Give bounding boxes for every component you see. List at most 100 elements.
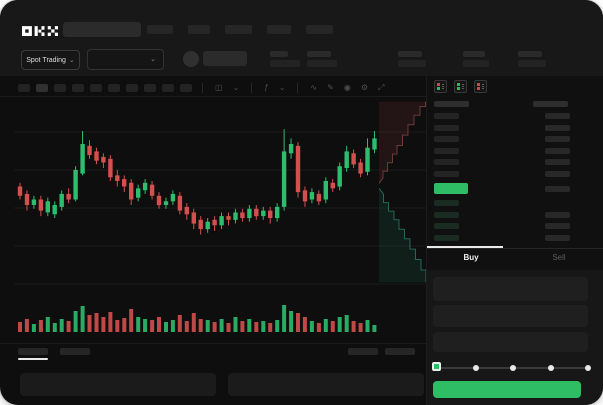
nav-item-2[interactable] [188, 25, 210, 34]
tab-sell[interactable]: Sell [552, 253, 566, 262]
ticker-stat-value [398, 60, 426, 67]
ticker-stat-3 [398, 51, 426, 67]
ask-row-price[interactable] [434, 159, 459, 165]
nav-item-4[interactable] [267, 25, 291, 34]
timeframe-button-9[interactable] [162, 84, 174, 92]
ask-row-price[interactable] [434, 136, 459, 142]
order-panel: Buy Sell [427, 76, 603, 405]
chevron-down-icon: ⌄ [150, 56, 156, 63]
timeframe-button-7[interactable] [126, 84, 138, 92]
fullscreen-icon[interactable]: ⤢ [377, 83, 385, 92]
orderbook-icon-lines [462, 83, 464, 90]
ticker-stat-1 [270, 51, 300, 67]
search-input[interactable] [63, 22, 141, 37]
bid-row-price[interactable] [434, 234, 459, 241]
ask-row-amount [545, 113, 570, 119]
bid-row-amount [545, 234, 570, 241]
panel-divider [426, 76, 427, 405]
user-avatar[interactable] [183, 51, 199, 67]
okx-logo-text: OKX [22, 24, 23, 25]
ask-row-price[interactable] [434, 147, 459, 154]
ask-row-amount [545, 170, 570, 177]
ask-row-amount [545, 147, 570, 154]
timeframe-button-6[interactable] [108, 84, 120, 92]
snapshot-icon[interactable]: ◉ [343, 83, 351, 92]
market-type-dropdown[interactable]: Spot Trading ⌄ [21, 50, 80, 70]
orderbook-bids-view-icon[interactable] [454, 80, 467, 93]
ticker-stat-label [307, 51, 331, 57]
bid-row-price[interactable] [434, 211, 459, 218]
bid-row-amount [545, 211, 570, 218]
slider-stop-2[interactable] [472, 365, 479, 371]
bottom-tab-2[interactable] [60, 348, 90, 355]
timeframe-button-4[interactable] [72, 84, 84, 92]
chevron-down-icon: ⌄ [68, 56, 75, 64]
orderbook-combined-view-icon[interactable] [434, 80, 447, 93]
toolbar-divider [202, 83, 203, 93]
ask-row-price[interactable] [434, 170, 459, 177]
ticker-stat-label [463, 51, 485, 57]
timeframe-button-10[interactable] [180, 84, 192, 92]
volume-series [18, 305, 377, 332]
candle-style-icon[interactable]: ◫ [215, 83, 223, 92]
price-chart[interactable] [14, 97, 426, 343]
chart-toolbar: ◫ ⌄ ƒ ⌄ ∿ ✎ ◉ ⚙ ⤢ [18, 80, 386, 96]
top-nav [147, 25, 333, 34]
header-action-button[interactable] [203, 51, 247, 66]
bottom-right-button-2[interactable] [385, 348, 415, 355]
orderbook-icon-colors [457, 83, 460, 90]
bottom-right-button-1[interactable] [348, 348, 378, 355]
okx-logo[interactable]: OKX [22, 24, 58, 36]
chevron-down-icon[interactable]: ⌄ [232, 83, 240, 92]
orderbook-view-toggles [434, 80, 487, 93]
buy-submit-button[interactable] [433, 381, 581, 398]
toolbar-divider [297, 83, 299, 93]
ask-row-amount [545, 136, 570, 142]
orderbook-amount-header [533, 101, 568, 107]
nav-item-1[interactable] [147, 25, 173, 34]
orderbook-asks-view-icon[interactable] [474, 80, 487, 93]
ticker-stat-label [398, 51, 422, 57]
tab-buy[interactable]: Buy [463, 253, 479, 262]
pair-selector-dropdown[interactable]: ⌄ [87, 49, 164, 70]
settings-icon[interactable]: ⚙ [360, 83, 368, 92]
line-tool-icon[interactable]: ∿ [310, 83, 318, 92]
orderbook-icon-colors [437, 83, 440, 90]
ticker-stat-5 [518, 51, 546, 67]
bid-row-price[interactable] [434, 200, 459, 206]
order-total-input[interactable] [433, 332, 588, 352]
order-amount-input[interactable] [433, 305, 588, 327]
bottom-tab-1[interactable] [18, 348, 48, 355]
timeframe-button-1[interactable] [18, 84, 30, 92]
nav-item-3[interactable] [225, 25, 252, 34]
ticker-stat-value [270, 60, 300, 67]
slider-stop-4[interactable] [547, 365, 554, 371]
timeframe-button-5[interactable] [90, 84, 102, 92]
current-price-highlight[interactable] [434, 183, 468, 194]
timeframe-button-3[interactable] [54, 84, 66, 92]
ask-row-price[interactable] [434, 113, 459, 119]
toolbar-divider [251, 83, 253, 93]
draw-tool-icon[interactable]: ✎ [327, 83, 334, 92]
slider-stop-3[interactable] [510, 365, 516, 371]
grid-lines [14, 131, 426, 285]
chevron-down-icon[interactable]: ⌄ [278, 83, 286, 92]
bid-row-price[interactable] [434, 223, 459, 229]
ask-row-price[interactable] [434, 124, 459, 131]
bottom-panel-1 [20, 373, 216, 396]
ticker-stat-4 [463, 51, 489, 67]
timeframe-button-8[interactable] [144, 84, 156, 92]
timeframe-button-2[interactable] [36, 84, 48, 92]
ticker-stat-value [463, 60, 489, 67]
order-price-input[interactable] [433, 277, 588, 301]
slider-stop-5[interactable] [585, 365, 591, 371]
nav-item-5[interactable] [306, 25, 333, 34]
slider-handle[interactable] [431, 361, 441, 371]
tabs-divider [427, 248, 603, 249]
indicators-icon[interactable]: ƒ [264, 83, 269, 92]
orderbook-icon-lines [442, 83, 444, 90]
orderbook-icon-colors [477, 83, 480, 90]
active-tab-indicator [427, 246, 503, 248]
ask-row-amount [545, 124, 570, 131]
